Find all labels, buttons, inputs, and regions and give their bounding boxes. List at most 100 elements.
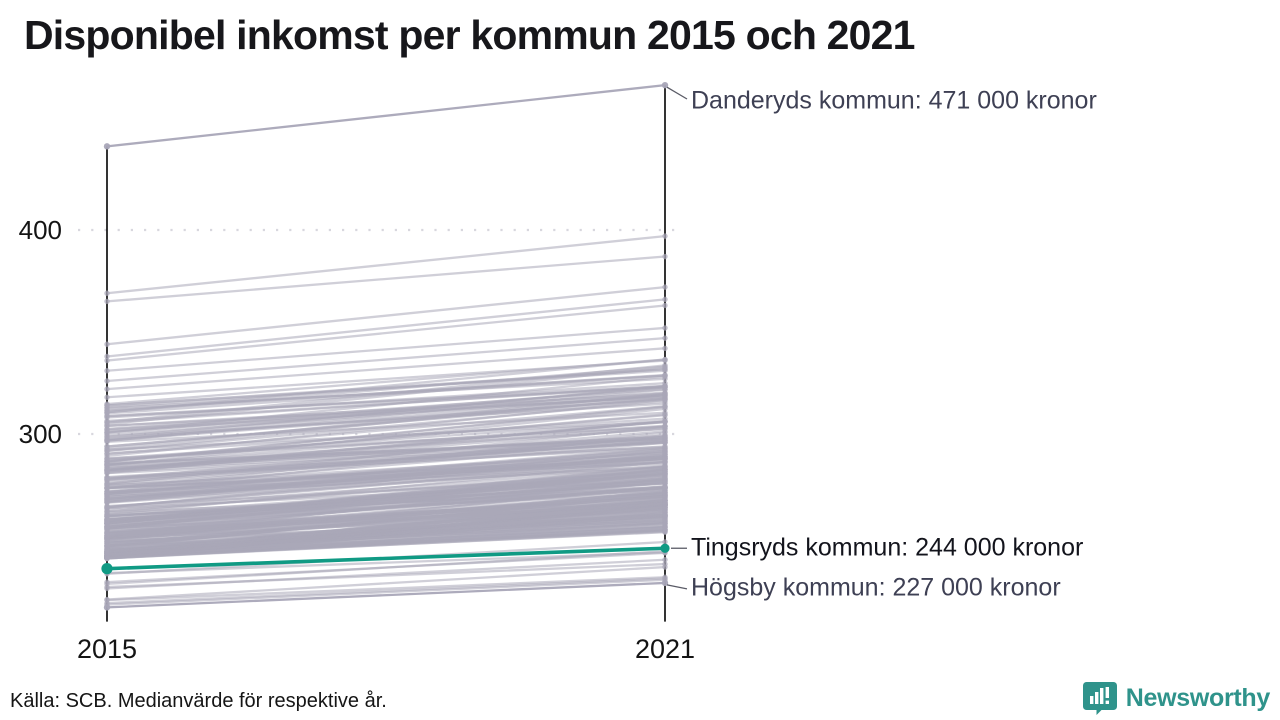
line-endpoint-dot [662, 372, 668, 379]
municipality-line [106, 359, 666, 399]
leader-line [666, 86, 688, 100]
municipality-line [106, 460, 666, 501]
line-endpoint-dot [662, 528, 668, 535]
municipality-line [106, 502, 666, 560]
line-endpoint-dot [662, 478, 668, 485]
x-axis-label: 2015 [77, 634, 137, 664]
municipality-line [106, 447, 666, 495]
municipality-line [106, 578, 666, 606]
municipality-line [106, 298, 666, 358]
leader-line [666, 584, 688, 590]
line-endpoint-dot [662, 557, 668, 563]
municipality-line [106, 558, 666, 590]
municipality-line [106, 304, 666, 362]
municipality-line [106, 501, 666, 554]
line-endpoint-dot [104, 481, 110, 488]
line-endpoint-dot [104, 378, 110, 384]
line-endpoint-dot [104, 427, 110, 434]
municipality-line [106, 386, 666, 439]
line-endpoint-dot [662, 485, 668, 491]
line-endpoint-dot [104, 341, 110, 347]
newsworthy-logo-text: Newsworthy [1125, 683, 1271, 712]
line-endpoint-dot [662, 335, 668, 341]
line-endpoint-dot [104, 496, 110, 503]
line-endpoint-dot [662, 451, 668, 457]
line-endpoint-dot [662, 493, 668, 499]
highlight-line-tingsryd [106, 546, 666, 571]
annotation-tingsryd: Tingsryds kommun: 244 000 kronor [691, 533, 1084, 562]
line-endpoint-dot [104, 434, 110, 440]
highlight-dot-2015 [101, 563, 113, 575]
municipality-line [106, 577, 666, 605]
municipality-line [106, 522, 666, 552]
line-endpoint-dot [104, 357, 110, 364]
municipality-line [106, 565, 666, 601]
municipality-line [106, 502, 666, 537]
line-endpoint-dot [104, 491, 110, 497]
municipality-line [106, 461, 666, 509]
source-note: Källa: SCB. Medianvärde för respektive å… [10, 690, 387, 712]
line-endpoint-dot [104, 443, 110, 450]
labeled-dot-2015 [103, 604, 111, 611]
line-endpoint-dot [104, 585, 110, 592]
municipality-line [106, 398, 666, 448]
municipality-line [106, 395, 666, 432]
line-endpoint-dot [662, 384, 668, 390]
municipality-line [106, 365, 666, 414]
municipality-line [106, 551, 666, 584]
municipality-line [106, 576, 666, 602]
line-endpoint-dot [104, 290, 110, 296]
line-endpoint-dot [104, 476, 110, 483]
municipality-line [106, 234, 666, 295]
line-endpoint-dot [104, 368, 110, 374]
municipality-line [106, 384, 666, 417]
line-endpoint-dot [662, 253, 668, 260]
line-endpoint-dot [104, 538, 110, 544]
line-endpoint-dot [104, 465, 110, 471]
line-endpoint-dot [104, 596, 110, 603]
line-endpoint-dot [104, 547, 110, 553]
y-tick-label: 400 [19, 215, 62, 245]
municipality-line [106, 424, 666, 460]
line-endpoint-dot [662, 539, 668, 545]
labeled-dot-2021 [661, 579, 669, 587]
line-endpoint-dot [104, 579, 110, 585]
labeled-line [106, 581, 666, 609]
line-endpoint-dot [662, 500, 668, 507]
line-endpoint-dot [104, 418, 110, 424]
line-endpoint-dot [104, 504, 110, 510]
municipality-line [106, 452, 666, 495]
line-endpoint-dot [662, 296, 668, 303]
municipality-line [106, 480, 666, 522]
highlight-dot-2021 [660, 543, 670, 553]
line-endpoint-dot [662, 415, 668, 422]
line-endpoint-dot [104, 413, 110, 419]
line-endpoint-dot [662, 396, 668, 403]
line-endpoint-dot [662, 284, 668, 290]
line-endpoint-dot [662, 437, 668, 444]
municipality-line [106, 487, 666, 528]
chart-title: Disponibel inkomst per kommun 2015 och 2… [24, 12, 915, 58]
line-endpoint-dot [662, 302, 668, 309]
y-tick-label: 300 [19, 419, 62, 449]
labeled-line [106, 84, 666, 148]
line-endpoint-dot [104, 532, 110, 539]
x-axis-label: 2021 [635, 634, 695, 664]
line-endpoint-dot [104, 386, 110, 392]
line-endpoint-dot [104, 298, 110, 305]
line-endpoint-dot [104, 523, 110, 529]
municipality-line [106, 326, 666, 372]
line-endpoint-dot [104, 555, 110, 562]
municipality-line [106, 470, 666, 528]
line-endpoint-dot [662, 443, 668, 450]
line-endpoint-dot [662, 325, 668, 331]
line-endpoint-dot [662, 512, 668, 518]
municipality-line [106, 420, 666, 471]
newsworthy-branding: Newsworthy [1082, 681, 1271, 715]
municipality-line [106, 530, 666, 560]
municipality-line [106, 405, 666, 455]
line-endpoint-dot [104, 394, 110, 400]
line-endpoint-dot [104, 543, 110, 549]
municipality-line [106, 402, 666, 438]
